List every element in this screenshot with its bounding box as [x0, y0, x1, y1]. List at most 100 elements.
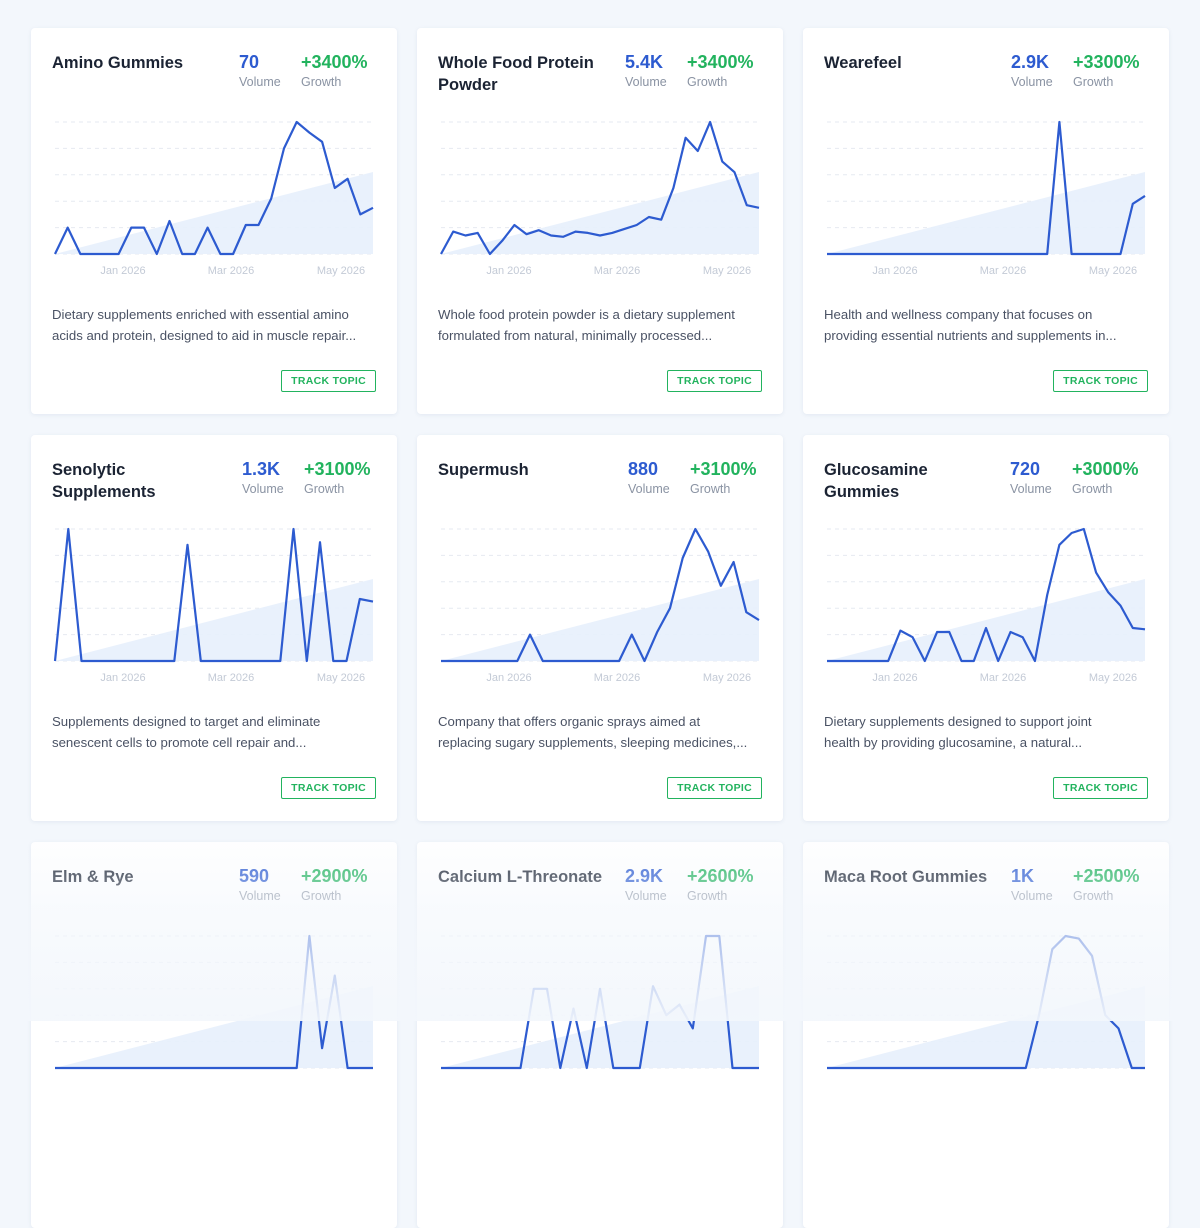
x-tick-label: Jan 2026 — [486, 265, 531, 277]
topic-title[interactable]: Amino Gummies — [52, 54, 184, 72]
trend-chart — [55, 934, 373, 1070]
topic-card[interactable]: Calcium L-Threonate 2.9K Volume +2600% G… — [417, 842, 783, 1228]
volume-value: 1.3K — [242, 459, 281, 479]
description-line: Whole food protein powder is a dietary s… — [438, 307, 735, 322]
x-tick-label: Mar 2026 — [208, 672, 254, 684]
volume-label: Volume — [625, 889, 667, 903]
topic-title[interactable]: Whole Food Protein Powder — [438, 54, 594, 94]
trend-area — [827, 986, 1145, 1068]
trend-chart — [441, 934, 759, 1070]
x-tick-label: Jan 2026 — [486, 672, 531, 684]
trend-chart: Jan 2026 Mar 2026 May 2026 — [827, 120, 1146, 277]
growth-value: +3100% — [304, 459, 371, 479]
topic-description: Dietary supplements designed to support … — [824, 711, 1152, 753]
topic-card[interactable]: Supermush 880 Volume +3100% Growth Jan 2… — [417, 435, 783, 821]
x-tick-label: Mar 2026 — [208, 265, 254, 277]
series-line — [441, 527, 760, 663]
track-topic-button[interactable]: TRACK TOPIC — [1053, 370, 1148, 392]
growth-value: +2600% — [687, 866, 754, 886]
x-tick-label: Mar 2026 — [980, 672, 1026, 684]
volume-label: Volume — [1011, 889, 1053, 903]
topic-description: Whole food protein powder is a dietary s… — [438, 304, 766, 346]
topic-description: Health and wellness company that focuses… — [824, 304, 1152, 346]
series-line — [54, 120, 374, 256]
x-tick-label: Jan 2026 — [872, 672, 917, 684]
volume-label: Volume — [239, 889, 281, 903]
trend-chart: Jan 2026 Mar 2026 May 2026 — [53, 527, 374, 684]
x-tick-label: Mar 2026 — [980, 265, 1026, 277]
series-line — [53, 527, 374, 663]
topic-card[interactable]: Maca Root Gummies 1K Volume +2500% Growt… — [803, 842, 1169, 1228]
volume-value: 5.4K — [625, 52, 664, 72]
topic-title[interactable]: Calcium L-Threonate — [438, 868, 603, 886]
x-tick-label: May 2026 — [703, 672, 751, 684]
volume-metric: 70 Volume — [239, 50, 281, 89]
volume-metric: 2.9K Volume — [1011, 50, 1053, 89]
topics-grid: Amino Gummies 70 Volume +3400% Growth Ja… — [31, 28, 1169, 1228]
description-line: replacing sugary supplements, sleeping m… — [438, 735, 748, 750]
track-topic-button[interactable]: TRACK TOPIC — [281, 370, 376, 392]
topic-card[interactable]: Senolytic Supplements 1.3K Volume +3100%… — [31, 435, 397, 821]
growth-value: +2900% — [301, 866, 368, 886]
track-topic-button[interactable]: TRACK TOPIC — [667, 777, 762, 799]
topic-card[interactable]: Whole Food Protein Powder 5.4K Volume +3… — [417, 28, 783, 414]
growth-value: +3000% — [1072, 459, 1139, 479]
growth-metric: +2900% Growth — [301, 864, 368, 903]
growth-label: Growth — [301, 889, 342, 903]
topic-title[interactable]: Maca Root Gummies — [824, 868, 988, 886]
x-tick-label: May 2026 — [317, 672, 365, 684]
topic-title[interactable]: Elm & Rye — [52, 868, 134, 886]
growth-metric: +3400% Growth — [687, 50, 754, 89]
topic-description: Company that offers organic sprays aimed… — [438, 711, 766, 753]
description-line: providing essential nutrients and supple… — [824, 328, 1117, 343]
volume-value: 2.9K — [625, 866, 664, 886]
volume-value: 880 — [628, 459, 659, 479]
trend-area — [55, 172, 373, 254]
volume-metric: 590 Volume — [239, 864, 281, 903]
track-topic-button[interactable]: TRACK TOPIC — [281, 777, 376, 799]
description-line: Supplements designed to target and elimi… — [52, 714, 321, 729]
topic-title[interactable]: Senolytic Supplements — [52, 461, 156, 501]
growth-metric: +3100% Growth — [304, 457, 371, 496]
description-line: Dietary supplements designed to support … — [824, 714, 1092, 729]
x-tick-label: May 2026 — [1089, 672, 1137, 684]
trend-area — [441, 579, 759, 661]
track-topic-button[interactable]: TRACK TOPIC — [667, 370, 762, 392]
volume-label: Volume — [1011, 75, 1053, 89]
topic-description: Dietary supplements enriched with essent… — [52, 304, 380, 346]
description-line: acids and protein, designed to aid in mu… — [52, 328, 357, 343]
volume-value: 2.9K — [1011, 52, 1050, 72]
topic-card[interactable]: Elm & Rye 590 Volume +2900% Growth — [31, 842, 397, 1228]
description-line: formulated from natural, minimally proce… — [438, 328, 713, 343]
growth-label: Growth — [687, 75, 728, 89]
growth-metric: +3000% Growth — [1072, 457, 1139, 496]
topic-title[interactable]: Supermush — [438, 461, 529, 479]
trend-area — [441, 986, 759, 1068]
volume-metric: 2.9K Volume — [625, 864, 667, 903]
topic-card[interactable]: Amino Gummies 70 Volume +3400% Growth Ja… — [31, 28, 397, 414]
volume-metric: 5.4K Volume — [625, 50, 667, 89]
trend-area — [827, 172, 1145, 254]
growth-metric: +3300% Growth — [1073, 50, 1140, 89]
volume-metric: 1K Volume — [1011, 864, 1053, 903]
volume-metric: 720 Volume — [1010, 457, 1052, 496]
volume-metric: 1.3K Volume — [242, 457, 284, 496]
growth-metric: +2500% Growth — [1073, 864, 1140, 903]
track-topic-button[interactable]: TRACK TOPIC — [1053, 777, 1148, 799]
growth-value: +3400% — [687, 52, 754, 72]
volume-value: 1K — [1011, 866, 1035, 886]
growth-metric: +3100% Growth — [690, 457, 757, 496]
volume-label: Volume — [1010, 482, 1052, 496]
trend-chart — [827, 934, 1145, 1070]
topic-card[interactable]: Wearefeel 2.9K Volume +3300% Growth Jan … — [803, 28, 1169, 414]
series-line — [440, 120, 760, 256]
topic-card[interactable]: Glucosamine Gummies 720 Volume +3000% Gr… — [803, 435, 1169, 821]
volume-metric: 880 Volume — [628, 457, 670, 496]
description-line: senescent cells to promote cell repair a… — [52, 735, 307, 750]
volume-value: 70 — [239, 52, 260, 72]
topic-title[interactable]: Glucosamine Gummies — [824, 461, 928, 501]
x-tick-label: May 2026 — [1089, 265, 1137, 277]
x-tick-label: Mar 2026 — [594, 672, 640, 684]
topic-title[interactable]: Wearefeel — [824, 54, 902, 72]
series-line — [827, 120, 1146, 256]
